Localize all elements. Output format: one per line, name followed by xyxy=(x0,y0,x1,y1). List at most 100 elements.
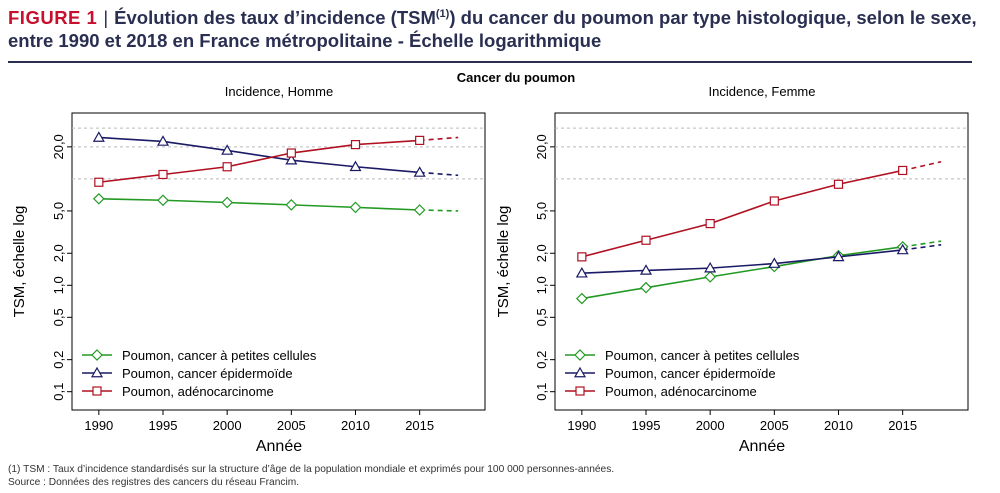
panel-1-y-tick-label: 1,0 xyxy=(51,276,66,294)
panel-2-y-tick-label: 2,0 xyxy=(534,244,549,262)
panel-1-y-tick-label: 0,5 xyxy=(51,308,66,326)
panel-1-series-epid-point xyxy=(92,131,105,142)
panel-1-y-tick-label: 5,0 xyxy=(51,202,66,220)
panel-2-series-adeno-point xyxy=(898,165,908,176)
panel-2-y-tick-label: 0,1 xyxy=(534,383,549,401)
panel-2-y-tick-label: 1,0 xyxy=(534,276,549,294)
figure-header: FIGURE 1 | Évolution des taux d’incidence … xyxy=(8,6,993,52)
chart-title: Cancer du poumon xyxy=(457,70,576,85)
panel-1-legend-epid-marker xyxy=(90,366,104,378)
figure-title-footnote-ref: (1) xyxy=(435,7,450,20)
chart-canvas: Cancer du poumon Incidence, Homme 0,1 0,2 0… xyxy=(11,70,969,455)
panel-2-series-small-projection xyxy=(902,240,942,248)
panel-2-y-tick-label: 0,5 xyxy=(534,308,549,326)
panel-2-series-epid-line xyxy=(581,249,903,274)
panel-2-series-adeno-point xyxy=(833,179,844,189)
panel-2-series-epid-point xyxy=(896,243,909,255)
panel-1-series-adeno-point xyxy=(286,148,296,158)
footnote-tsm: (1) TSM : Taux d’incidence standardisés … xyxy=(8,464,615,475)
panel-2-series-small-point xyxy=(575,292,588,305)
panel-2-series-adeno-point xyxy=(577,252,587,262)
panel-2-y-tick-label: 5,0 xyxy=(534,202,549,220)
panel-2-series-epid-projection xyxy=(902,244,942,251)
panel-1-series-adeno-point xyxy=(350,140,361,150)
panel-1-y-tick-label: 0,1 xyxy=(51,383,66,401)
panel-2-x-tick-label: 1995 xyxy=(632,418,661,433)
footnotes: (1) TSM : Taux d’incidence standardisés … xyxy=(8,463,614,489)
panel-1-series-small-point xyxy=(413,204,426,216)
panel-1-series-small-line xyxy=(98,197,420,211)
panel-2-legend-small-label: Poumon, cancer à petites cellules xyxy=(605,348,800,363)
panel-2-legend-epid-marker xyxy=(573,366,587,378)
panel-1-legend-epid-label: Poumon, cancer épidermoïde xyxy=(122,366,293,381)
panel-2-series-adeno-point xyxy=(641,235,651,245)
panel-2-frame xyxy=(554,112,969,411)
panel-1-frame xyxy=(71,112,486,411)
panel-1-y-tick-label: 2,0 xyxy=(51,244,66,262)
figure-title-line-1: FIGURE 1 | Évolution des taux d’incidence … xyxy=(8,6,993,29)
panel-1-legend-small-label: Poumon, cancer à petites cellules xyxy=(122,348,317,363)
panel-2-x-tick-label: 2005 xyxy=(760,418,789,433)
panel-2-series-small-point xyxy=(704,271,717,283)
panel-2-x-tick-label: 2000 xyxy=(696,418,725,433)
panel-1-x-tick-label: 2015 xyxy=(405,418,434,433)
panel-2-x-tick-label: 2010 xyxy=(824,418,853,433)
panel-1-series-epid-line xyxy=(98,136,420,174)
panel-2-x-tick-label: 2015 xyxy=(888,418,917,433)
panel-1-y-axis-label: TSM, échelle log xyxy=(11,206,28,318)
panel-2-series-adeno-projection xyxy=(902,160,942,172)
panel-1-series-small-point xyxy=(221,196,234,209)
panel-1-x-tick-label: 2005 xyxy=(277,418,306,433)
panel-2-series-adeno-point xyxy=(705,218,715,229)
figure-title-part-1: Évolution des taux d’incidence (TSM xyxy=(114,7,436,28)
panel-1: Incidence, Homme 0,1 0,2 0,5 1,0 2,0 5,0 20,0 19… xyxy=(11,84,486,455)
panel-1-x-axis-label: Année xyxy=(256,438,302,455)
figure-separator: | xyxy=(103,7,109,28)
panel-2-series-small-line xyxy=(581,246,903,300)
panel-1-legend-adeno-marker xyxy=(92,386,102,396)
panel-1-series-small-point xyxy=(349,201,362,214)
panel-1-series-adeno-point xyxy=(415,135,425,146)
panel-2-x-tick-label: 1990 xyxy=(567,418,596,433)
panel-1-legend-small-marker xyxy=(91,349,103,361)
panel-1-series-epid-point xyxy=(413,166,426,177)
panel-2-x-axis-label: Année xyxy=(739,438,785,455)
panel-1-series-small-point xyxy=(157,194,169,207)
panel-1-y-tick-label: 0,2 xyxy=(51,351,66,369)
panel-1-x-tick-label: 1995 xyxy=(149,418,178,433)
panel-2: Incidence, Femme 0,1 0,2 0,5 1,0 2,0 5,0 20,0 19… xyxy=(495,84,969,455)
panel-1-series-epid-point xyxy=(285,153,298,165)
panel-1-x-tick-label: 2000 xyxy=(213,418,242,433)
panel-2-legend-adeno-label: Poumon, adénocarcinome xyxy=(605,384,757,399)
panel-2-series-epid-point xyxy=(832,250,845,262)
panel-2-series-epid-point xyxy=(704,261,717,273)
panel-2-title: Incidence, Femme xyxy=(709,84,816,99)
panel-1-series-adeno-point xyxy=(94,177,104,187)
panel-1-series-adeno-line xyxy=(98,139,420,184)
panel-2-series-small-point xyxy=(640,281,652,294)
panel-2-series-epid-point xyxy=(639,264,653,275)
panel-2-legend-adeno-marker xyxy=(575,386,585,396)
panel-1-series-adeno-projection xyxy=(419,136,459,142)
panel-2-series-adeno-line xyxy=(581,169,903,258)
figure-label: FIGURE 1 xyxy=(8,7,98,28)
panel-2-series-epid-point xyxy=(575,266,588,278)
panel-1-series-adeno-point xyxy=(158,169,168,180)
figure-title-part-2: ) du cancer du poumon par type histologi… xyxy=(449,7,977,28)
panel-1-series-epid-projection xyxy=(419,171,459,177)
panel-1-series-epid-point xyxy=(221,144,234,155)
panel-1-x-tick-label: 2010 xyxy=(341,418,370,433)
panel-2-legend-epid-label: Poumon, cancer épidermoïde xyxy=(605,366,776,381)
panel-1-title: Incidence, Homme xyxy=(225,84,333,99)
panel-2-legend-small-marker xyxy=(574,349,586,361)
panel-1-legend-adeno-label: Poumon, adénocarcinome xyxy=(122,384,274,399)
panel-2-y-axis-label: TSM, échelle log xyxy=(495,206,512,318)
panel-1-y-tick-label: 20,0 xyxy=(51,134,66,159)
panel-1-series-small-point xyxy=(92,192,105,205)
panel-1-series-adeno-point xyxy=(222,162,232,172)
panel-1-series-small-projection xyxy=(419,209,459,212)
panel-1-series-epid-point xyxy=(349,160,362,172)
panel-1-x-tick-label: 1990 xyxy=(84,418,113,433)
panel-2-y-tick-label: 20,0 xyxy=(534,134,549,159)
panel-1-series-epid-point xyxy=(156,135,170,146)
